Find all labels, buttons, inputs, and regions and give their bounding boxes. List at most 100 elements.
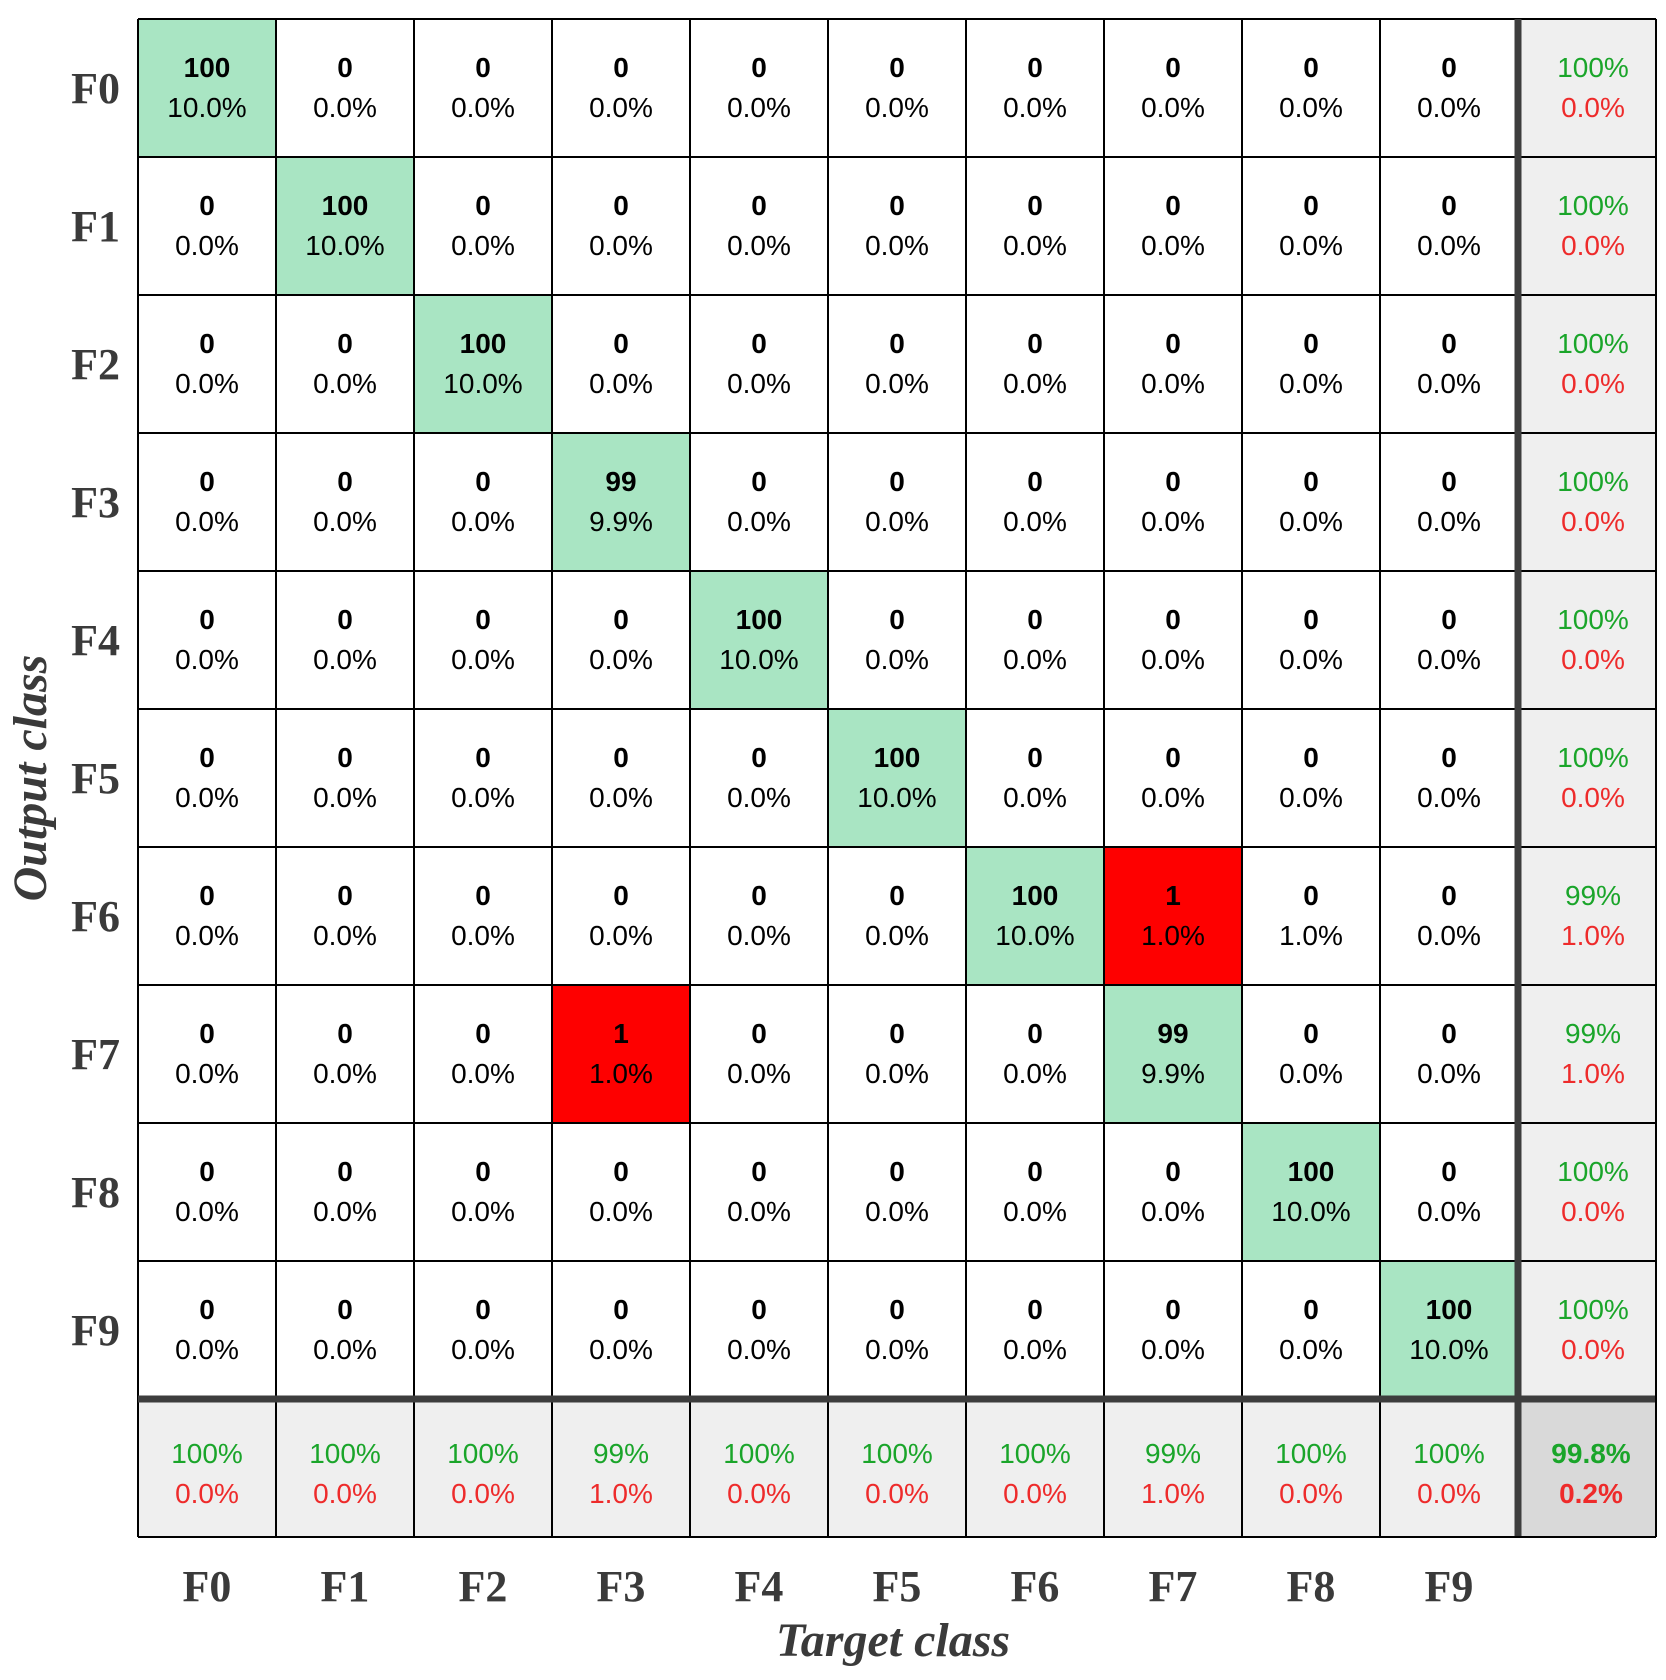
- matrix-cells: 1 0 0 10.0% 0 0.0% 0 0.0% 0 0.0% 0 0.0% 0 0.0% 0 0.0% 0 0…: [138, 19, 1656, 1537]
- cell-F1-F3: [552, 157, 690, 295]
- cell-F3-F8: [1242, 433, 1380, 571]
- cell-percent: 0.0%: [1003, 368, 1067, 399]
- cell-F0-F3: [552, 19, 690, 157]
- cell-count: 0: [475, 52, 491, 83]
- row-summary-F3: [1518, 433, 1656, 571]
- cell-count: 0: [475, 190, 491, 221]
- cell-percent: 0.0%: [865, 1058, 929, 1089]
- cell-F8-F5: [828, 1123, 966, 1261]
- cell-count: 0: [1441, 1156, 1457, 1187]
- cell-F2-F2: [414, 295, 552, 433]
- row-summary-F2: [1518, 295, 1656, 433]
- row-summary-error: 0.0%: [1561, 1196, 1625, 1227]
- cell-percent: 0.0%: [175, 1196, 239, 1227]
- cell-count: 0: [199, 328, 215, 359]
- row-summary-error: 0.0%: [1561, 368, 1625, 399]
- row-tick-F3: F3: [71, 478, 120, 527]
- row-summary-F1: [1518, 157, 1656, 295]
- cell-count: 0: [1303, 190, 1319, 221]
- cell-percent: 0.0%: [727, 1334, 791, 1365]
- cell-count: 0: [1027, 52, 1043, 83]
- cell-F6-F5: [828, 847, 966, 985]
- col-summary-error: 0.0%: [1279, 1478, 1343, 1509]
- cell-F6-F0: [138, 847, 276, 985]
- cell-percent: 0.0%: [589, 368, 653, 399]
- cell-count: 0: [1303, 604, 1319, 635]
- cell-F6-F2: [414, 847, 552, 985]
- cell-F0-F2: [414, 19, 552, 157]
- col-summary-correct: 100%: [309, 1438, 381, 1469]
- cell-percent: 0.0%: [1003, 1196, 1067, 1227]
- cell-F8-F1: [276, 1123, 414, 1261]
- cell-count: 0: [1441, 466, 1457, 497]
- cell-percent: 0.0%: [1003, 644, 1067, 675]
- cell-count: 0: [1303, 1018, 1319, 1049]
- cell-percent: 0.0%: [865, 1334, 929, 1365]
- cell-count: 0: [199, 1156, 215, 1187]
- row-summary-correct: 100%: [1557, 604, 1629, 635]
- cell-percent: 0.0%: [1279, 1058, 1343, 1089]
- row-summary-F9: [1518, 1261, 1656, 1399]
- col-summary-F6: [966, 1399, 1104, 1537]
- cell-percent: 10.0%: [857, 782, 936, 813]
- cell-percent: 0.0%: [175, 506, 239, 537]
- cell-F9-F3: [552, 1261, 690, 1399]
- cell-count: 0: [751, 1294, 767, 1325]
- cell-count: 0: [1165, 604, 1181, 635]
- col-tick-F4: F4: [735, 1562, 784, 1611]
- cell-count: 0: [1027, 1018, 1043, 1049]
- row-summary-error: 0.0%: [1561, 1334, 1625, 1365]
- cell-count: 0: [613, 1294, 629, 1325]
- cell-count: 0: [889, 52, 905, 83]
- row-summary-correct: 100%: [1557, 1294, 1629, 1325]
- cell-percent: 0.0%: [865, 920, 929, 951]
- cell-count: 0: [889, 190, 905, 221]
- cell-F6-F1: [276, 847, 414, 985]
- cell-F0-F7: [1104, 19, 1242, 157]
- cell-percent: 0.0%: [1003, 1334, 1067, 1365]
- cell-count: 0: [475, 1294, 491, 1325]
- cell-percent: 0.0%: [1003, 230, 1067, 261]
- cell-count: 0: [1165, 52, 1181, 83]
- cell-percent: 0.0%: [175, 368, 239, 399]
- cell-F5-F0: [138, 709, 276, 847]
- cell-F0-F6: [966, 19, 1104, 157]
- row-summary-error: 1.0%: [1561, 1058, 1625, 1089]
- col-tick-F0: F0: [183, 1562, 232, 1611]
- cell-F2-F5: [828, 295, 966, 433]
- col-tick-F8: F8: [1287, 1562, 1336, 1611]
- cell-percent: 0.0%: [1141, 782, 1205, 813]
- cell-count: 0: [889, 604, 905, 635]
- cell-count: 1: [613, 1018, 629, 1049]
- cell-percent: 0.0%: [175, 1058, 239, 1089]
- cell-F2-F8: [1242, 295, 1380, 433]
- cell-F2-F4: [690, 295, 828, 433]
- row-summary-F6: [1518, 847, 1656, 985]
- cell-F3-F0: [138, 433, 276, 571]
- cell-percent: 0.0%: [865, 1196, 929, 1227]
- cell-F6-F6: [966, 847, 1104, 985]
- cell-percent: 0.0%: [175, 644, 239, 675]
- cell-percent: 0.0%: [1141, 368, 1205, 399]
- cell-percent: 0.0%: [175, 230, 239, 261]
- cell-percent: 0.0%: [313, 920, 377, 951]
- cell-percent: 0.0%: [727, 782, 791, 813]
- row-tick-labels: F0 F1 F2 F3 F4 F5 F6 F7 F8 F9: [71, 64, 120, 1355]
- cell-F8-F3: [552, 1123, 690, 1261]
- column-tick-labels: F0 F1 F2 F3 F4 F5 F6 F7 F8 F9: [183, 1562, 1474, 1611]
- row-summary-correct: 100%: [1557, 190, 1629, 221]
- cell-percent: 10.0%: [1409, 1334, 1488, 1365]
- cell-F6-F9: [1380, 847, 1518, 985]
- col-summary-correct: 100%: [1275, 1438, 1347, 1469]
- cell-F3-F1: [276, 433, 414, 571]
- cell-count: 0: [1165, 328, 1181, 359]
- cell-percent: 0.0%: [727, 1058, 791, 1089]
- cell-percent: 0.0%: [1279, 644, 1343, 675]
- cell-percent: 0.0%: [313, 506, 377, 537]
- col-tick-F6: F6: [1011, 1562, 1060, 1611]
- cell-percent: 0.0%: [1141, 92, 1205, 123]
- cell-percent: 0.0%: [313, 782, 377, 813]
- cell-percent: 1.0%: [1279, 920, 1343, 951]
- cell-percent: 0.0%: [589, 782, 653, 813]
- row-summary-error: 0.0%: [1561, 506, 1625, 537]
